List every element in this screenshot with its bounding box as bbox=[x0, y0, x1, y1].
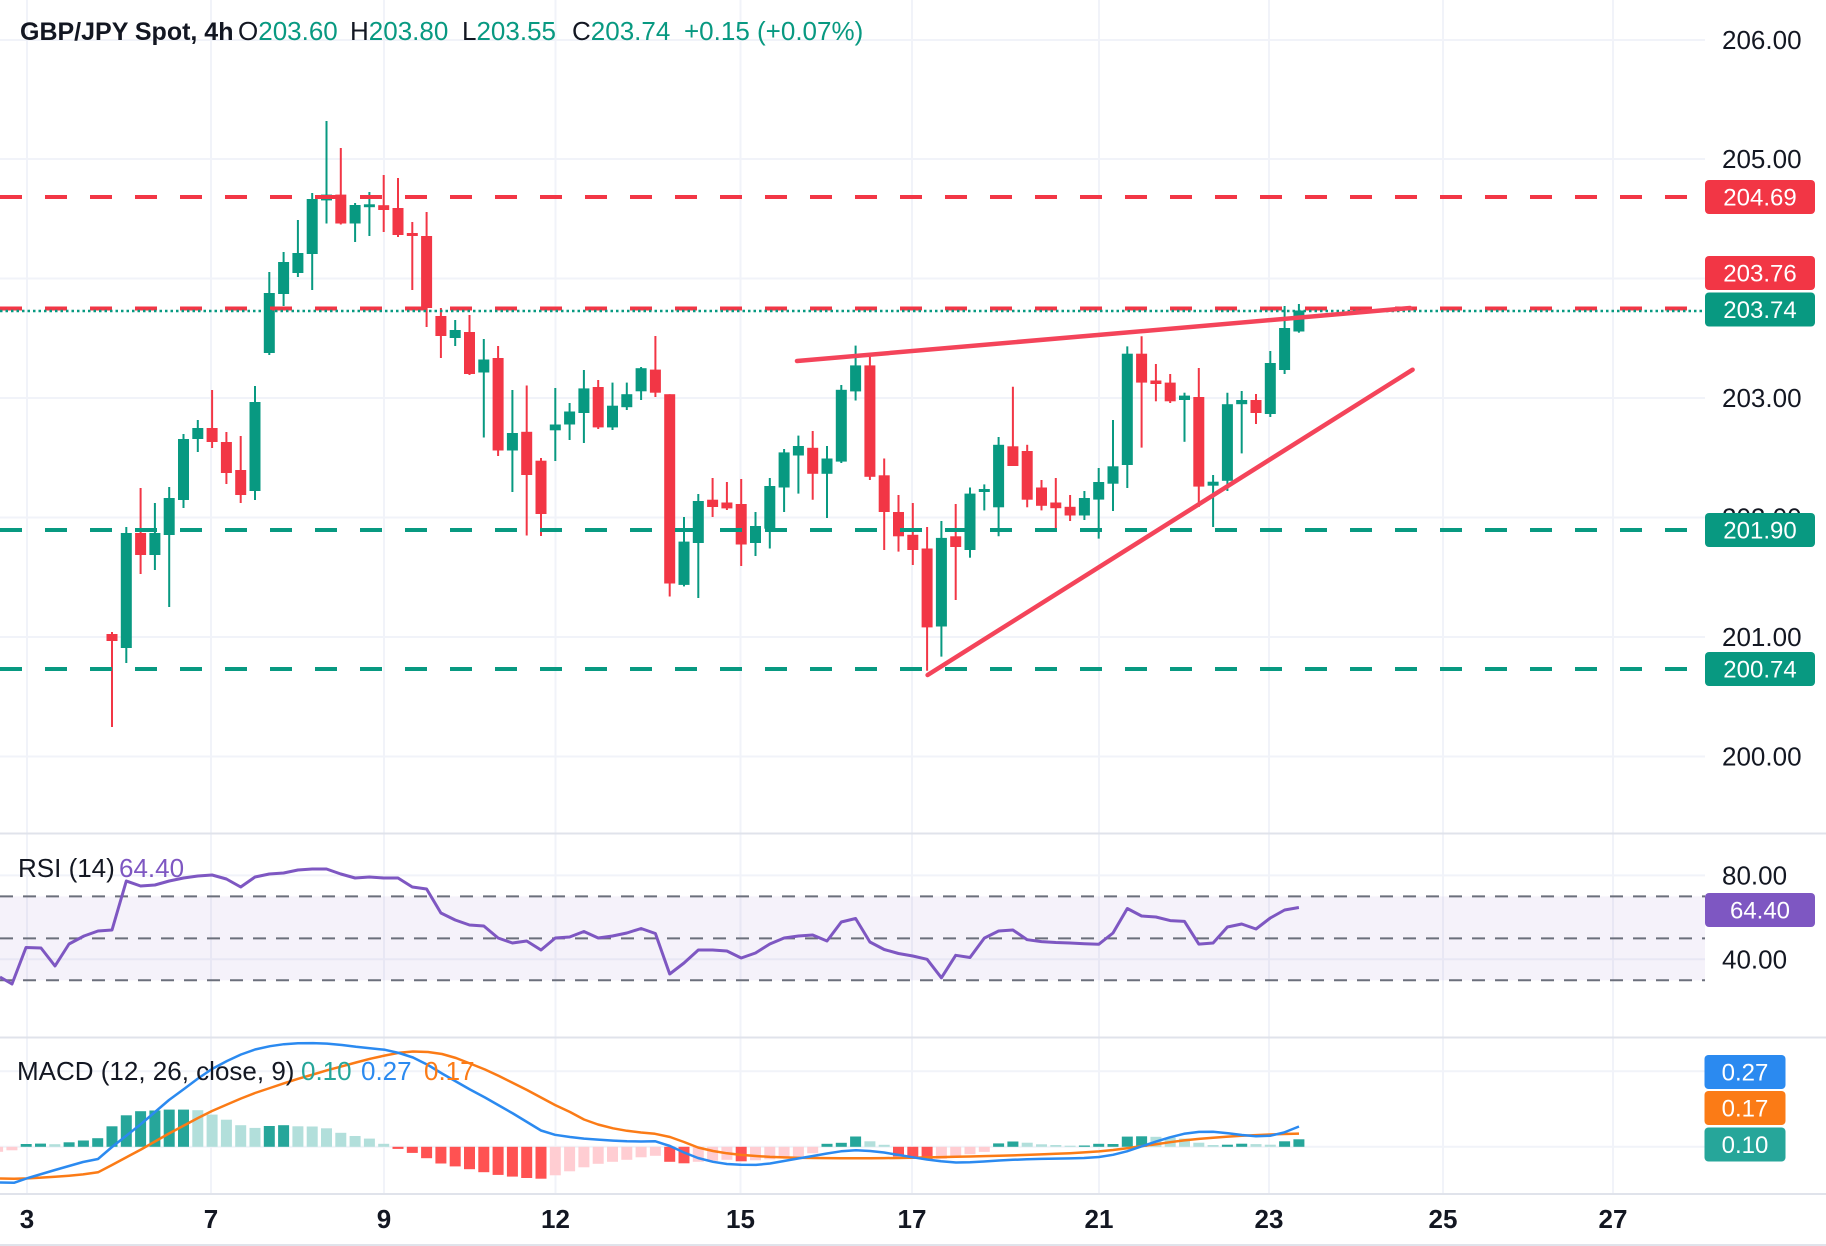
svg-text:203.76: 203.76 bbox=[1723, 261, 1796, 288]
svg-text:201.00: 201.00 bbox=[1722, 622, 1802, 652]
svg-text:3: 3 bbox=[20, 1204, 34, 1234]
svg-text:64.40: 64.40 bbox=[1730, 898, 1790, 925]
svg-text:200.00: 200.00 bbox=[1722, 742, 1802, 772]
svg-text:200.74: 200.74 bbox=[1723, 657, 1796, 684]
svg-text:RSI (14)64.40: RSI (14) 64.40 bbox=[18, 853, 184, 883]
svg-text:203.74: 203.74 bbox=[1723, 297, 1796, 324]
svg-text:206.00: 206.00 bbox=[1722, 25, 1802, 55]
svg-text:27: 27 bbox=[1599, 1204, 1628, 1234]
svg-text:201.90: 201.90 bbox=[1723, 518, 1796, 545]
svg-text:17: 17 bbox=[898, 1204, 927, 1234]
svg-text:205.00: 205.00 bbox=[1722, 144, 1802, 174]
svg-text:80.00: 80.00 bbox=[1722, 860, 1787, 890]
svg-text:15: 15 bbox=[726, 1204, 755, 1234]
svg-text:25: 25 bbox=[1429, 1204, 1458, 1234]
svg-text:9: 9 bbox=[377, 1204, 391, 1234]
svg-text:0.17: 0.17 bbox=[1722, 1096, 1769, 1123]
svg-text:23: 23 bbox=[1255, 1204, 1284, 1234]
svg-text:40.00: 40.00 bbox=[1722, 944, 1787, 974]
svg-text:7: 7 bbox=[204, 1204, 218, 1234]
svg-text:0.27: 0.27 bbox=[1722, 1060, 1769, 1087]
svg-text:12: 12 bbox=[541, 1204, 570, 1234]
svg-text:21: 21 bbox=[1085, 1204, 1114, 1234]
svg-text:203.00: 203.00 bbox=[1722, 383, 1802, 413]
svg-text:204.69: 204.69 bbox=[1723, 185, 1796, 212]
svg-text:MACD (12, 26, close, 9)0.100.2: MACD (12, 26, close, 9) 0.10 0.27 0.17 bbox=[17, 1056, 475, 1086]
svg-text:0.10: 0.10 bbox=[1722, 1132, 1769, 1159]
